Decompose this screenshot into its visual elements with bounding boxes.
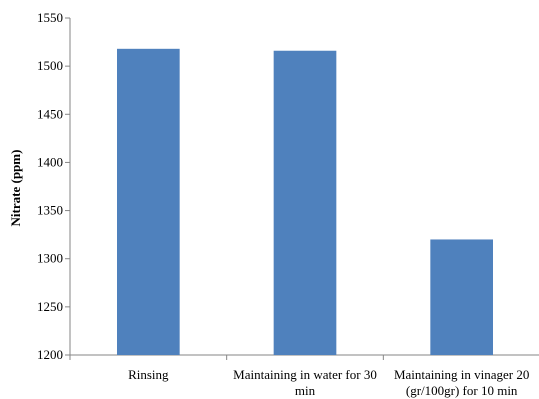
x-category-label: Rinsing (128, 367, 169, 382)
y-tick-label: 1250 (37, 299, 63, 314)
x-category-label-line: Maintaining in vinager 20 (394, 367, 529, 382)
y-tick-label: 1500 (37, 58, 63, 73)
x-category-label-line: min (295, 383, 316, 398)
bars (117, 48, 493, 355)
x-category-label: Maintaining in water for 30 min (233, 367, 377, 398)
y-axis-title: Nitrate (ppm) (8, 150, 23, 227)
bar (430, 239, 493, 355)
x-axis: Rinsing Maintaining in water for 30 minMai… (69, 354, 539, 398)
bar (117, 48, 180, 355)
y-axis: 1200 1250 1300 1350 1400 1450 1500 1550 (37, 10, 71, 362)
y-tick-label: 1300 (37, 251, 63, 266)
y-tick-label: 1350 (37, 203, 63, 218)
x-category-label: Maintaining in vinager 20 (gr/100gr) for … (394, 367, 529, 398)
y-tick-label: 1200 (37, 347, 63, 362)
y-tick-label: 1450 (37, 106, 63, 121)
x-category-label-line: Maintaining in water for 30 (233, 367, 377, 382)
bar (273, 50, 337, 355)
x-category-label-line: (gr/100gr) for 10 min (406, 383, 518, 398)
y-tick-label: 1550 (37, 10, 63, 25)
x-category-label-line: Rinsing (128, 367, 169, 382)
y-tick-label: 1400 (37, 154, 63, 169)
